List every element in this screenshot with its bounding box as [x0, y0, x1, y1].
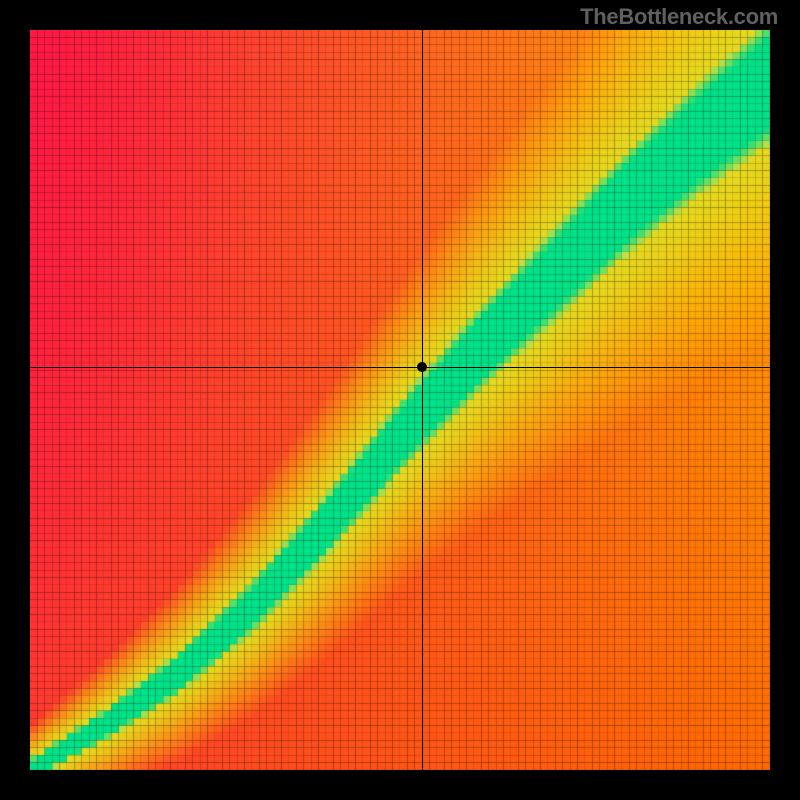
heatmap-canvas [30, 30, 770, 770]
crosshair-horizontal [30, 367, 770, 368]
crosshair-vertical [422, 30, 423, 770]
bottleneck-heatmap [30, 30, 770, 770]
watermark-text: TheBottleneck.com [580, 4, 778, 30]
selection-marker [417, 362, 427, 372]
